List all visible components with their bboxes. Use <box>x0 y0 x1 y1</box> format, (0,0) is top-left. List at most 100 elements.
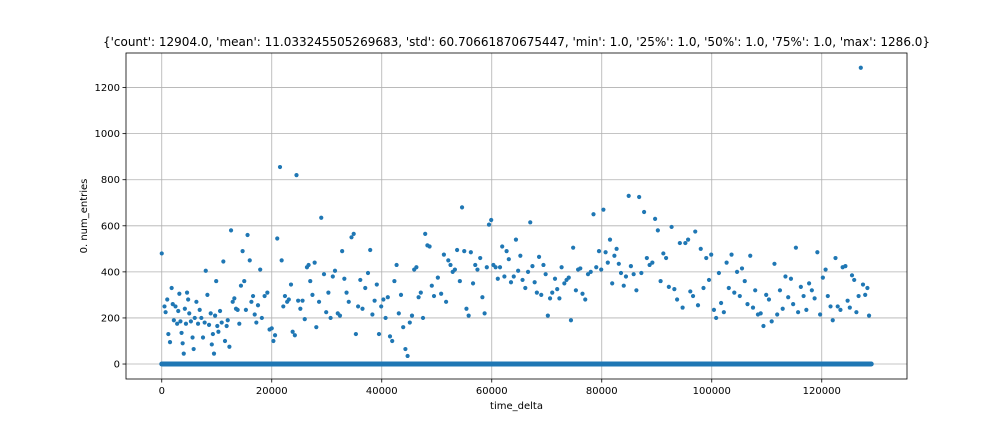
data-point <box>431 293 437 299</box>
data-point <box>843 264 848 269</box>
data-point <box>655 228 660 233</box>
data-point <box>634 288 639 293</box>
data-point <box>159 251 164 256</box>
data-point <box>360 306 365 311</box>
data-point <box>186 297 191 302</box>
data-point <box>344 290 349 295</box>
data-point <box>288 282 294 287</box>
data-point <box>557 296 562 301</box>
y-axis-label: 0. num_entries <box>79 179 90 254</box>
data-point <box>227 344 232 349</box>
plot-frame <box>125 52 908 380</box>
data-point <box>314 325 319 330</box>
data-point <box>162 304 167 309</box>
data-point <box>573 288 579 293</box>
data-point <box>324 310 329 315</box>
data-point <box>786 295 791 300</box>
data-point <box>416 295 421 300</box>
chart-title: {'count': 12904.0, 'mean': 11.0332455052… <box>103 35 930 49</box>
data-point <box>594 265 599 270</box>
data-point <box>464 306 469 311</box>
data-point <box>525 269 531 274</box>
data-point <box>214 278 219 284</box>
data-point <box>182 306 187 311</box>
data-point <box>672 287 677 292</box>
data-point <box>616 261 621 266</box>
data-point <box>358 277 363 283</box>
data-point <box>407 320 412 325</box>
data-point <box>610 281 615 286</box>
data-point <box>614 246 619 251</box>
data-point <box>497 265 503 270</box>
data-point <box>321 272 327 277</box>
data-point <box>534 290 539 295</box>
data-point <box>372 298 377 303</box>
data-point <box>282 293 288 299</box>
data-point <box>240 249 245 254</box>
data-point <box>726 285 731 291</box>
data-point <box>698 246 703 251</box>
data-point <box>249 299 254 304</box>
data-point <box>578 266 583 271</box>
data-point <box>552 276 558 281</box>
y-tick-label: 200 <box>101 313 120 324</box>
data-point <box>495 276 500 281</box>
data-point <box>520 277 525 283</box>
data-point <box>262 293 267 299</box>
data-point <box>387 334 393 339</box>
data-point <box>272 333 278 338</box>
data-point <box>559 265 564 270</box>
data-point <box>588 269 593 274</box>
data-point <box>513 237 519 242</box>
data-point <box>473 262 478 268</box>
data-point <box>716 270 722 276</box>
data-point <box>603 250 608 255</box>
data-point <box>183 321 189 326</box>
data-point <box>683 240 688 246</box>
data-point <box>269 326 274 331</box>
data-point <box>403 346 408 352</box>
data-point <box>809 288 814 293</box>
data-point <box>224 323 229 329</box>
x-axis-ticks: 0 20000 40000 60000 80000 100000 120000 <box>159 379 841 397</box>
data-point <box>427 244 432 249</box>
data-point <box>435 275 440 280</box>
data-point <box>486 222 492 227</box>
data-point <box>466 313 471 318</box>
data-point <box>750 305 756 310</box>
data-point <box>181 351 186 356</box>
data-point <box>480 295 485 300</box>
data-point <box>206 322 212 327</box>
data-point <box>830 318 835 323</box>
data-point <box>849 273 855 278</box>
data-point <box>180 341 185 346</box>
data-point <box>363 285 368 291</box>
data-point <box>187 311 192 316</box>
data-point <box>337 313 343 318</box>
y-tick-label: 800 <box>101 175 120 186</box>
data-point <box>801 293 806 299</box>
data-point <box>863 292 868 298</box>
x-tick-label: 100000 <box>693 386 731 397</box>
x-tick-label: 0 <box>159 386 165 397</box>
data-point <box>326 290 331 295</box>
data-point <box>235 307 240 312</box>
data-point <box>838 307 843 312</box>
data-point <box>628 264 634 269</box>
data-point <box>732 290 737 295</box>
data-point <box>394 262 399 268</box>
data-point <box>580 291 585 296</box>
data-point <box>356 304 361 309</box>
data-point <box>791 302 796 307</box>
data-point <box>858 65 863 70</box>
data-point <box>530 264 535 269</box>
data-point <box>468 250 473 255</box>
data-point <box>439 291 444 296</box>
data-point <box>228 228 234 233</box>
data-point <box>719 300 724 306</box>
data-point <box>275 236 280 241</box>
data-point <box>216 329 221 334</box>
data-point <box>173 304 178 309</box>
data-point <box>237 321 242 326</box>
data-point <box>601 207 606 212</box>
